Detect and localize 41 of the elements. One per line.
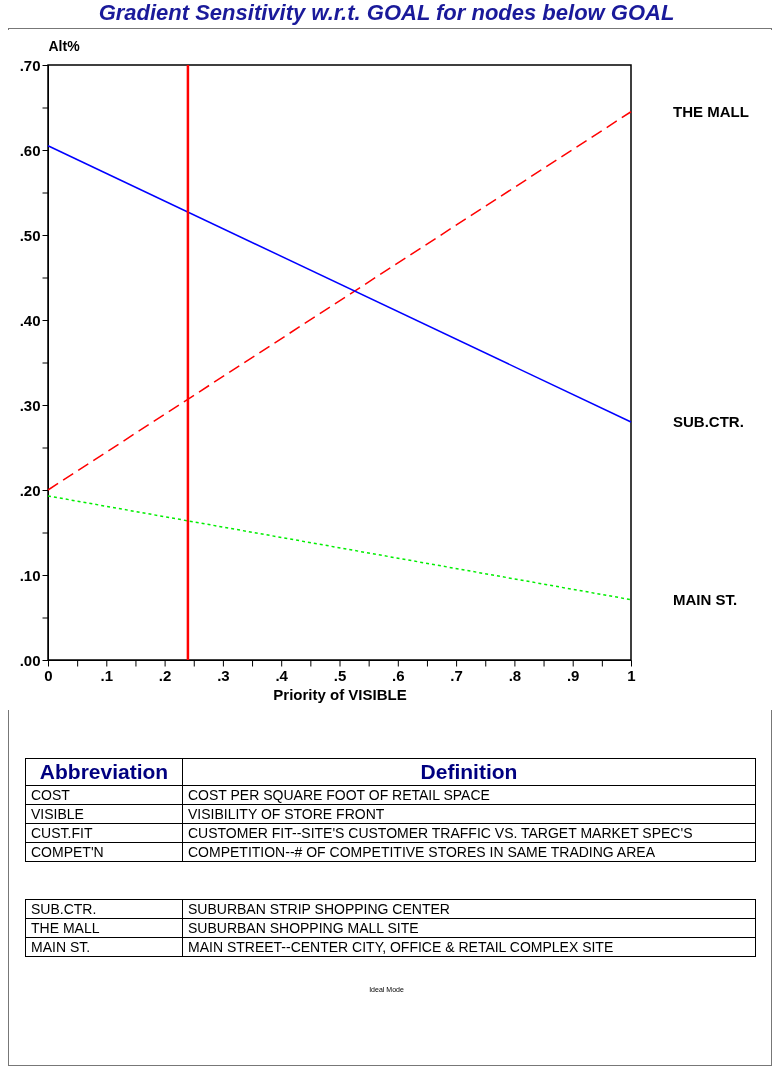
x-tick-label: .1	[100, 666, 114, 684]
y-tick-label: .60	[19, 141, 41, 159]
y-tick-label: .50	[19, 226, 41, 244]
text: COMPET'N	[25, 842, 183, 862]
y-axis-title: Alt%	[48, 37, 81, 54]
text: SUBURBAN STRIP SHOPPING CENTER	[182, 899, 756, 919]
y-tick-label: .00	[19, 651, 41, 669]
text: CUSTOMER FIT--SITE'S CUSTOMER TRAFFIC VS. TARGET MARKET SPEC'S	[182, 823, 756, 843]
x-tick-label: .8	[508, 666, 522, 684]
x-tick-label: 0	[44, 666, 53, 684]
y-tick-label: .20	[19, 481, 41, 499]
text: VISIBILITY OF STORE FRONT	[182, 804, 756, 824]
x-tick-label: .9	[566, 666, 580, 684]
x-tick-label: .3	[217, 666, 230, 684]
x-tick-label: .5	[333, 666, 347, 684]
text: VISIBLE	[25, 804, 183, 824]
text: THE MALL	[673, 102, 749, 120]
y-tick-label: .30	[19, 396, 41, 414]
text: COST PER SQUARE FOOT OF RETAIL SPACE	[182, 785, 756, 805]
x-tick-label: 1	[627, 666, 636, 684]
text: MAIN ST.	[673, 590, 738, 608]
text: SUBURBAN SHOPPING MALL SITE	[182, 918, 756, 938]
text: CUST.FIT	[25, 823, 183, 843]
chart-title: Gradient Sensitivity w.r.t. GOAL for nodes below GOAL	[97, 0, 676, 26]
text: COMPETITION--# OF COMPETITIVE STORES IN SAME TRADING AREA	[182, 842, 756, 862]
y-tick-label: .40	[19, 311, 41, 329]
x-axis-title: Priority of VISIBLE	[273, 685, 407, 703]
x-tick-label: .6	[392, 666, 405, 684]
text: MAIN ST.	[25, 937, 183, 957]
x-tick-label: .2	[158, 666, 172, 684]
text: MAIN STREET--CENTER CITY, OFFICE & RETAIL COMPLEX SITE	[182, 937, 756, 957]
text: Abbreviation	[25, 758, 183, 786]
x-tick-label: .4	[275, 666, 289, 684]
y-tick-label: .70	[19, 56, 41, 74]
text: THE MALL	[25, 918, 183, 938]
x-tick-label: .7	[450, 666, 463, 684]
text: SUB.CTR.	[673, 413, 744, 430]
text: SUB.CTR.	[25, 899, 183, 919]
text: COST	[25, 785, 183, 805]
text: Definition	[182, 758, 756, 786]
y-tick-label: .10	[19, 566, 41, 584]
